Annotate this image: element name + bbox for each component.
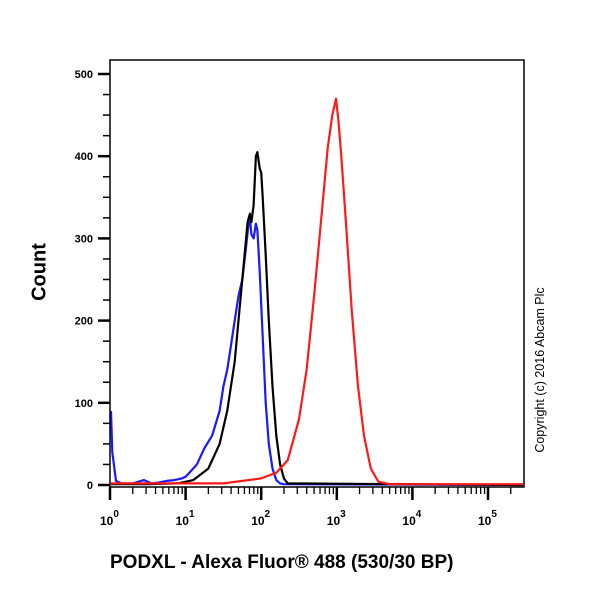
x-tick-label: 103 [327,509,346,528]
plot-frame [109,59,525,488]
y-axis: 0 100 200 300 400 500 [75,69,110,492]
y-axis-label: Count [28,243,51,301]
y-tick-label: 500 [75,69,93,81]
x-axis: 100 101 102 103 104 105 [100,487,512,528]
x-tick-label: 100 [100,509,119,528]
y-tick-label: 100 [75,398,93,410]
x-tick-label: 104 [402,509,421,528]
y-tick-label: 400 [75,151,93,163]
series-red-line [111,97,523,486]
y-tick-label: 300 [75,233,93,245]
x-tick-label: 102 [251,509,270,528]
y-tick-label: 200 [75,316,93,328]
series-black-line [111,151,524,487]
histogram-series [109,97,524,487]
x-axis-label: PODXL - Alexa Fluor® 488 (530/30 BP) [110,552,454,573]
y-tick-label: 0 [87,480,93,492]
x-tick-label: 105 [478,509,497,528]
x-tick-label: 101 [176,509,195,528]
copyright-notice: Copyright (c) 2016 Abcam Plc [533,287,547,453]
